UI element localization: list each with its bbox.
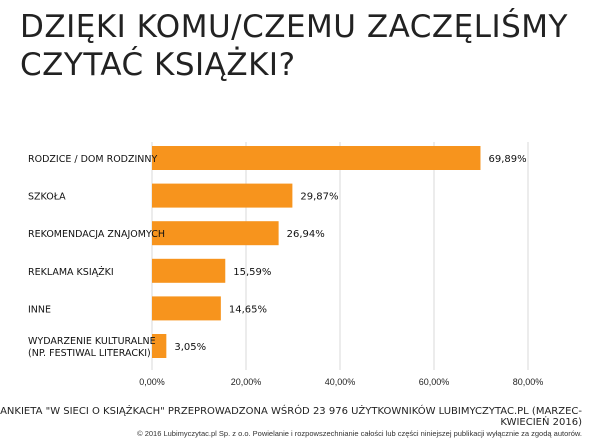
bars: [152, 146, 481, 358]
bar-0: [152, 146, 481, 170]
value-label-1: 29,87%: [300, 192, 338, 203]
bar-4: [152, 296, 221, 321]
x-tick-label-4: 80,00%: [513, 377, 544, 387]
chart-title-line-2: CZYTAĆ KSIĄŻKI?: [20, 47, 296, 83]
category-label-0: RODZICE / DOM RODZINNY: [28, 154, 158, 165]
x-tick-label-1: 20,00%: [231, 377, 262, 387]
x-tick-label-0: 0,00%: [139, 377, 165, 387]
value-label-2: 26,94%: [287, 229, 325, 240]
category-label-1: SZKOŁA: [28, 192, 66, 203]
value-label-0: 69,89%: [488, 154, 526, 165]
category-label-5-line-1: (NP. FESTIWAL LITERACKI): [28, 348, 151, 359]
x-tick-label-2: 40,00%: [325, 377, 356, 387]
value-labels: 69,89% 29,87% 26,94% 15,59% 14,65% 3,05%: [174, 154, 526, 353]
category-label-2: REKOMENDACJA ZNAJOMYCH: [28, 229, 165, 240]
chart-title: DZIĘKI KOMU/CZEMU ZACZĘLIŚMY CZYTAĆ KSIĄ…: [20, 8, 590, 84]
survey-footnote: ANKIETA "W SIECI O KSIĄŻKACH" PRZEPROWAD…: [0, 406, 582, 428]
value-label-3: 15,59%: [233, 267, 271, 278]
bar-5: [152, 334, 167, 358]
x-axis-tick-labels: 0,00% 20,00% 40,00% 60,00% 80,00%: [139, 377, 543, 387]
value-label-4: 14,65%: [229, 304, 267, 315]
bar-2: [152, 221, 279, 246]
bar-1: [152, 183, 293, 208]
copyright-footnote: © 2016 Lubimyczytac.pl Sp. z o.o. Powiel…: [137, 429, 582, 438]
category-label-3: REKLAMA KSIĄŻKI: [28, 267, 114, 278]
category-label-5-line-0: WYDARZENIE KULTURALNE: [28, 336, 156, 347]
chart-title-line-1: DZIĘKI KOMU/CZEMU ZACZĘLIŚMY: [20, 9, 568, 45]
value-label-5: 3,05%: [174, 342, 206, 353]
category-labels: RODZICE / DOM RODZINNY SZKOŁA REKOMENDACJA…: [28, 154, 165, 359]
x-tick-label-3: 60,00%: [419, 377, 450, 387]
bar-3: [152, 258, 226, 283]
grid-lines: [151, 142, 529, 370]
category-label-4: INNE: [28, 304, 51, 315]
